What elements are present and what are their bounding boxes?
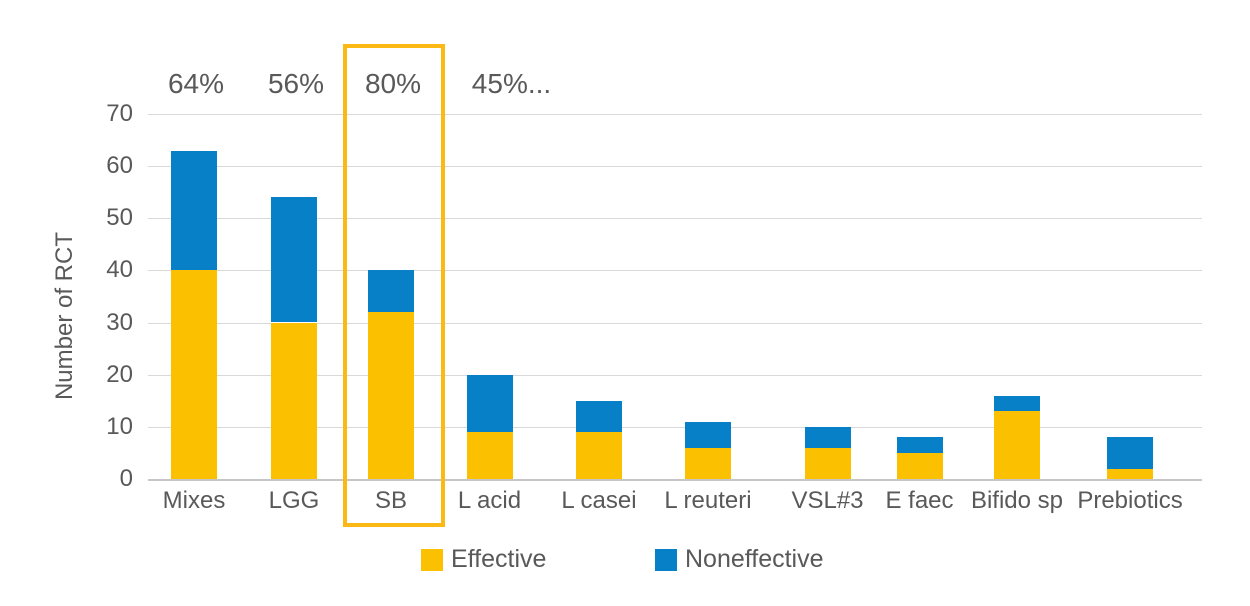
gridline [148, 166, 1202, 168]
legend-label-noneffective: Noneffective [685, 545, 824, 573]
bar-segment-effective [1107, 468, 1153, 479]
x-axis-category-label: Mixes [162, 487, 226, 514]
legend-item-effective: Effective [421, 545, 546, 574]
y-tick-label: 70 [106, 100, 133, 127]
x-axis-category-label: Bifido sp [970, 487, 1064, 514]
legend-label-effective: Effective [451, 545, 547, 573]
y-tick-label: 0 [119, 465, 133, 492]
x-axis-category-label: L casei [561, 487, 637, 514]
y-tick-label: 10 [106, 412, 133, 440]
x-axis-category-label: Prebiotics [1077, 487, 1183, 514]
x-axis-category-label: E faec [885, 487, 954, 514]
x-axis-category-label: VSL#3 [791, 487, 864, 514]
bar-segment-noneffective [994, 395, 1040, 412]
bar-segment-noneffective [171, 150, 217, 271]
bar-segment-noneffective [804, 426, 851, 448]
gridline [148, 114, 1202, 115]
y-tick-label: 30 [106, 308, 133, 336]
x-axis-category-label: L acid [457, 487, 522, 514]
percent-annotation: 64% [167, 68, 225, 99]
percent-annotation: 80% [364, 68, 422, 99]
bar-segment-effective [466, 432, 513, 479]
bar-segment-noneffective [685, 421, 731, 448]
y-tick-label: 20 [106, 360, 133, 388]
noneffective-swatch-icon [655, 548, 677, 571]
x-axis-category-label: LGG [268, 487, 320, 514]
x-axis-line [148, 479, 1202, 481]
gridline [148, 218, 1202, 220]
percent-annotation: 56% [267, 68, 325, 99]
bar-segment-noneffective [576, 400, 622, 433]
bar-segment-effective [171, 270, 217, 479]
legend-item-noneffective: Noneffective [655, 545, 824, 574]
bar-segment-noneffective [368, 270, 414, 313]
bar-segment-noneffective [271, 197, 317, 323]
bar-segment-effective [271, 322, 317, 479]
y-tick-label: 50 [106, 204, 133, 232]
bar-segment-noneffective [1107, 437, 1153, 469]
bar-segment-effective [576, 432, 622, 479]
gridline [148, 426, 1202, 428]
bar-segment-effective [896, 452, 943, 479]
effective-swatch-icon [421, 548, 443, 571]
bar-segment-noneffective [466, 374, 513, 433]
bar-segment-effective [685, 447, 731, 479]
gridline [148, 322, 1202, 324]
percent-annotation: 45%... [471, 68, 552, 99]
bar-segment-noneffective [896, 437, 943, 453]
gridline [148, 270, 1202, 272]
bar-segment-effective [368, 312, 414, 479]
gridline [148, 374, 1202, 376]
x-axis-category-label: L reuteri [664, 487, 752, 514]
bar-segment-effective [994, 411, 1040, 479]
y-tick-label: 40 [106, 256, 133, 284]
bar-segment-effective [804, 447, 851, 479]
highlight-rectangle [343, 44, 445, 527]
y-tick-label: 60 [106, 152, 133, 180]
x-axis-category-label: SB [374, 487, 407, 514]
